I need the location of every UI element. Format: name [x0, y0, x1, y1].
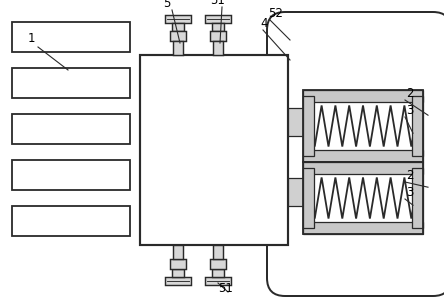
- Text: 5: 5: [163, 0, 170, 10]
- Text: 3: 3: [406, 104, 413, 117]
- Bar: [205, 277, 231, 285]
- Text: 51: 51: [218, 282, 233, 295]
- Bar: [212, 269, 224, 277]
- Text: 2: 2: [406, 87, 413, 100]
- Bar: [12, 114, 130, 144]
- Bar: [170, 259, 186, 269]
- FancyBboxPatch shape: [267, 12, 444, 296]
- Bar: [412, 168, 423, 228]
- Bar: [173, 41, 183, 55]
- Text: 52: 52: [268, 7, 283, 20]
- Bar: [210, 259, 226, 269]
- Text: 51: 51: [210, 0, 225, 7]
- Bar: [303, 162, 423, 234]
- Bar: [12, 68, 130, 98]
- Bar: [12, 22, 130, 52]
- Text: 3: 3: [406, 186, 413, 199]
- Bar: [213, 245, 223, 259]
- Bar: [212, 23, 224, 31]
- Bar: [303, 96, 314, 156]
- Bar: [288, 178, 304, 206]
- Bar: [303, 90, 423, 162]
- Bar: [303, 162, 423, 234]
- Bar: [303, 151, 423, 162]
- Bar: [303, 90, 423, 162]
- Bar: [140, 55, 288, 245]
- Bar: [412, 96, 423, 156]
- Bar: [288, 108, 304, 136]
- Bar: [205, 15, 231, 23]
- Bar: [172, 269, 184, 277]
- Text: 4: 4: [260, 17, 267, 30]
- Text: 2: 2: [406, 169, 413, 182]
- Bar: [172, 23, 184, 31]
- Bar: [173, 245, 183, 259]
- Bar: [165, 277, 191, 285]
- Bar: [12, 206, 130, 236]
- Bar: [303, 222, 423, 234]
- Bar: [303, 168, 314, 228]
- Bar: [12, 160, 130, 190]
- Bar: [213, 41, 223, 55]
- Bar: [303, 90, 423, 102]
- Bar: [170, 31, 186, 41]
- Bar: [165, 15, 191, 23]
- Text: 1: 1: [28, 32, 36, 45]
- Bar: [210, 31, 226, 41]
- Bar: [303, 162, 423, 173]
